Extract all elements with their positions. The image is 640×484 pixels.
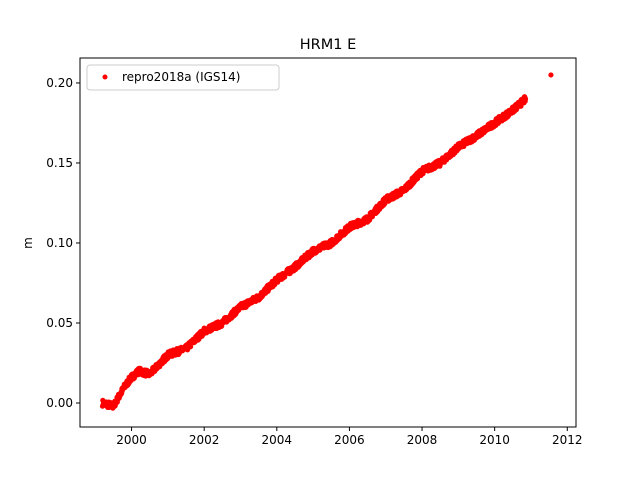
y-tick-label: 0.00 <box>46 396 73 410</box>
x-tick-label: 2012 <box>552 433 583 447</box>
x-tick-label: 2006 <box>334 433 365 447</box>
legend: repro2018a (IGS14) <box>86 64 280 91</box>
x-tick-label: 2010 <box>479 433 510 447</box>
legend-label: repro2018a (IGS14) <box>122 70 240 84</box>
x-tick-label: 2004 <box>262 433 293 447</box>
legend-marker <box>102 74 108 80</box>
x-tick-label: 2008 <box>407 433 438 447</box>
y-tick-label: 0.15 <box>46 156 73 170</box>
data-points <box>99 72 554 411</box>
outlier-point <box>548 72 554 78</box>
y-tick-label: 0.20 <box>46 76 73 90</box>
y-tick-label: 0.10 <box>46 236 73 250</box>
plot-frame <box>79 57 577 428</box>
x-tick-label: 2002 <box>189 433 220 447</box>
y-tick-label: 0.05 <box>46 316 73 330</box>
chart-title: HRM1 E <box>300 37 357 53</box>
y-axis-label: m <box>21 237 35 249</box>
data-point <box>522 96 529 102</box>
data-point <box>188 344 194 350</box>
x-tick-label: 2000 <box>116 433 147 447</box>
legend-box <box>86 64 280 91</box>
axis-ticks: 2000 2002 2004 2006 2008 2010 2012 0.00 0.05 0.10… <box>46 76 582 447</box>
